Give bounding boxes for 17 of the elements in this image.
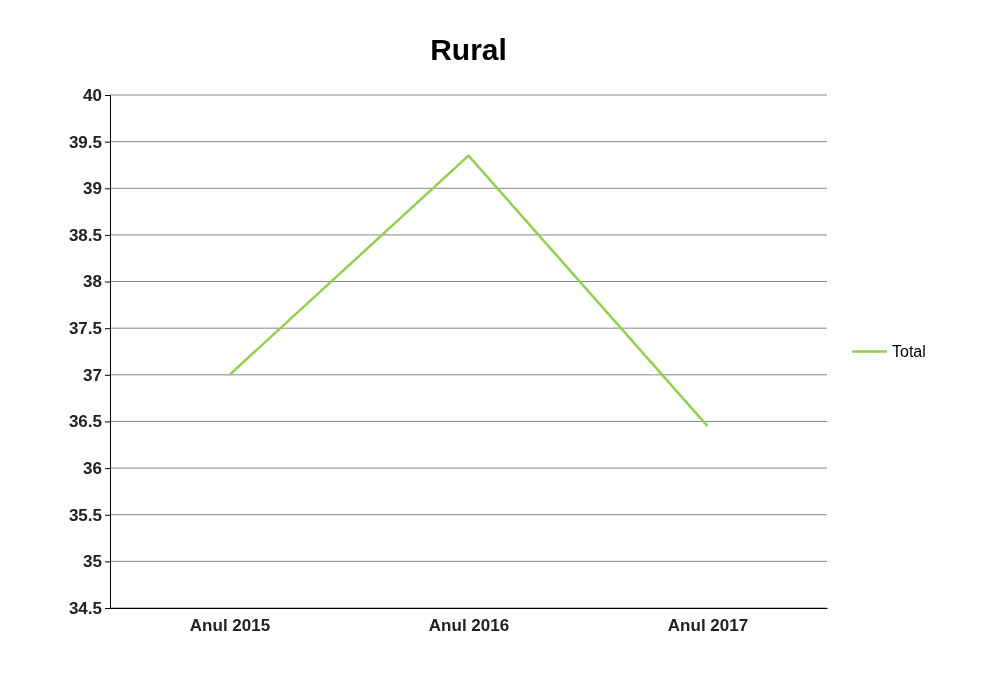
y-tick-label: 38 (83, 272, 102, 292)
y-tick-label: 36.5 (68, 412, 102, 432)
legend-label: Total (892, 343, 926, 361)
y-tick-label: 39 (83, 179, 102, 199)
x-tick-label: Anul 2017 (667, 616, 749, 636)
y-tick-label: 36 (83, 459, 102, 479)
y-tick-label: 37.5 (68, 319, 102, 339)
y-tick-label: 38.5 (68, 225, 102, 245)
x-tick-label: Anul 2016 (428, 616, 510, 636)
x-tick-label: Anul 2015 (189, 616, 271, 636)
y-tick-label: 39.5 (68, 132, 102, 152)
y-tick-label: 34.5 (68, 598, 102, 618)
y-tick-label: 40 (83, 85, 102, 105)
y-tick-label: 35 (83, 552, 102, 572)
chart-title: Rural (430, 33, 507, 66)
y-tick-label: 37 (83, 365, 102, 385)
y-tick-label: 35.5 (68, 505, 102, 525)
